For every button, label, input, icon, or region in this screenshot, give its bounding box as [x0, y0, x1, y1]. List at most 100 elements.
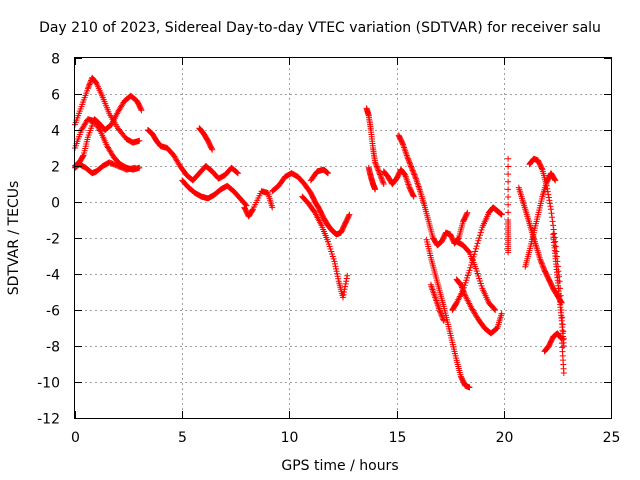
data-point [342, 283, 349, 290]
y-tick-label: 6 [51, 88, 60, 104]
data-point [340, 294, 346, 301]
y-tick-label: -4 [46, 268, 60, 284]
data-point [472, 245, 479, 252]
series-arc-a [72, 74, 143, 146]
data-point [438, 311, 445, 318]
data-point [372, 186, 379, 193]
data-point [437, 309, 444, 316]
data-point [234, 169, 241, 176]
series-arc-h [241, 188, 276, 220]
y-tick-label: 8 [51, 52, 60, 68]
x-axis-label: GPS time / hours [281, 458, 398, 474]
data-point [379, 176, 386, 183]
data-point [466, 267, 473, 274]
data-point [80, 153, 87, 160]
series-arc-y [541, 330, 567, 376]
data-point [346, 211, 353, 218]
x-tick-label: 25 [603, 430, 621, 446]
data-point [498, 310, 505, 317]
series-arc-r [453, 276, 505, 337]
y-tick-label: 4 [51, 124, 60, 140]
data-point [560, 370, 567, 376]
data-point [372, 159, 379, 166]
data-point [379, 178, 386, 185]
data-point [408, 164, 415, 171]
x-tick-label: 15 [389, 430, 407, 446]
data-point [138, 107, 145, 114]
data-point [545, 191, 552, 198]
data-point [549, 214, 556, 221]
data-point [491, 306, 498, 313]
data-point [439, 313, 446, 320]
data-point [477, 229, 484, 236]
data-point [537, 257, 544, 264]
data-point [405, 158, 412, 165]
data-points [72, 74, 567, 391]
data-point [505, 194, 512, 201]
data-point [545, 194, 552, 201]
data-point [464, 209, 471, 216]
data-point [408, 163, 415, 170]
x-tick-labels: 0 5 10 15 20 25 [71, 430, 620, 446]
data-point [560, 343, 567, 349]
data-point [410, 192, 417, 199]
data-point [85, 82, 92, 89]
y-tick-label: 2 [51, 160, 60, 176]
data-point [505, 163, 512, 170]
x-tick-label: 5 [178, 430, 187, 446]
x-tick-label: 10 [281, 430, 299, 446]
data-point [234, 170, 241, 177]
data-point [505, 155, 512, 162]
data-point [440, 316, 447, 323]
data-point [538, 259, 545, 266]
series-arc-f [179, 177, 250, 209]
data-point [376, 171, 383, 178]
series-arc-t [453, 238, 499, 313]
data-point [463, 210, 470, 217]
plot-frame [74, 57, 612, 419]
data-point [373, 162, 380, 169]
data-point [538, 260, 545, 267]
data-point [340, 291, 347, 298]
y-tick-label: 0 [51, 196, 60, 212]
data-point [269, 204, 276, 211]
data-point [467, 264, 474, 271]
series-arc-x [522, 170, 559, 270]
data-point [438, 312, 445, 319]
series-arc-q [427, 281, 447, 324]
data-point [343, 275, 350, 282]
data-point [96, 127, 103, 134]
data-point [505, 178, 512, 185]
data-point [498, 211, 505, 218]
data-point [86, 81, 93, 88]
data-point [87, 80, 94, 87]
data-point [374, 166, 381, 173]
data-point [547, 203, 554, 210]
data-point [546, 197, 553, 204]
data-point [473, 243, 480, 250]
data-point [137, 106, 144, 113]
data-point [412, 174, 419, 181]
data-point [372, 160, 379, 167]
data-point [208, 145, 215, 152]
data-point [407, 160, 413, 167]
data-point [474, 240, 481, 247]
data-point [377, 172, 384, 179]
data-point [550, 226, 557, 233]
data-point [405, 156, 412, 163]
data-point [409, 166, 416, 173]
chart-title: Day 210 of 2023, Sidereal Day-to-day VTE… [39, 20, 601, 36]
data-point [345, 212, 352, 219]
data-point [505, 186, 512, 193]
data-point [85, 84, 92, 91]
series-arc-o [395, 132, 471, 249]
data-point [476, 232, 483, 239]
data-point [373, 163, 380, 170]
data-point [552, 177, 559, 184]
data-point [548, 210, 555, 217]
series-arc-g [196, 125, 216, 153]
data-point [249, 207, 256, 214]
data-point [378, 175, 385, 182]
y-tick-label: -8 [46, 340, 60, 356]
y-tick-labels: 8 6 4 2 0 -2 -4 -6 -8 -10 -12 [37, 52, 60, 428]
